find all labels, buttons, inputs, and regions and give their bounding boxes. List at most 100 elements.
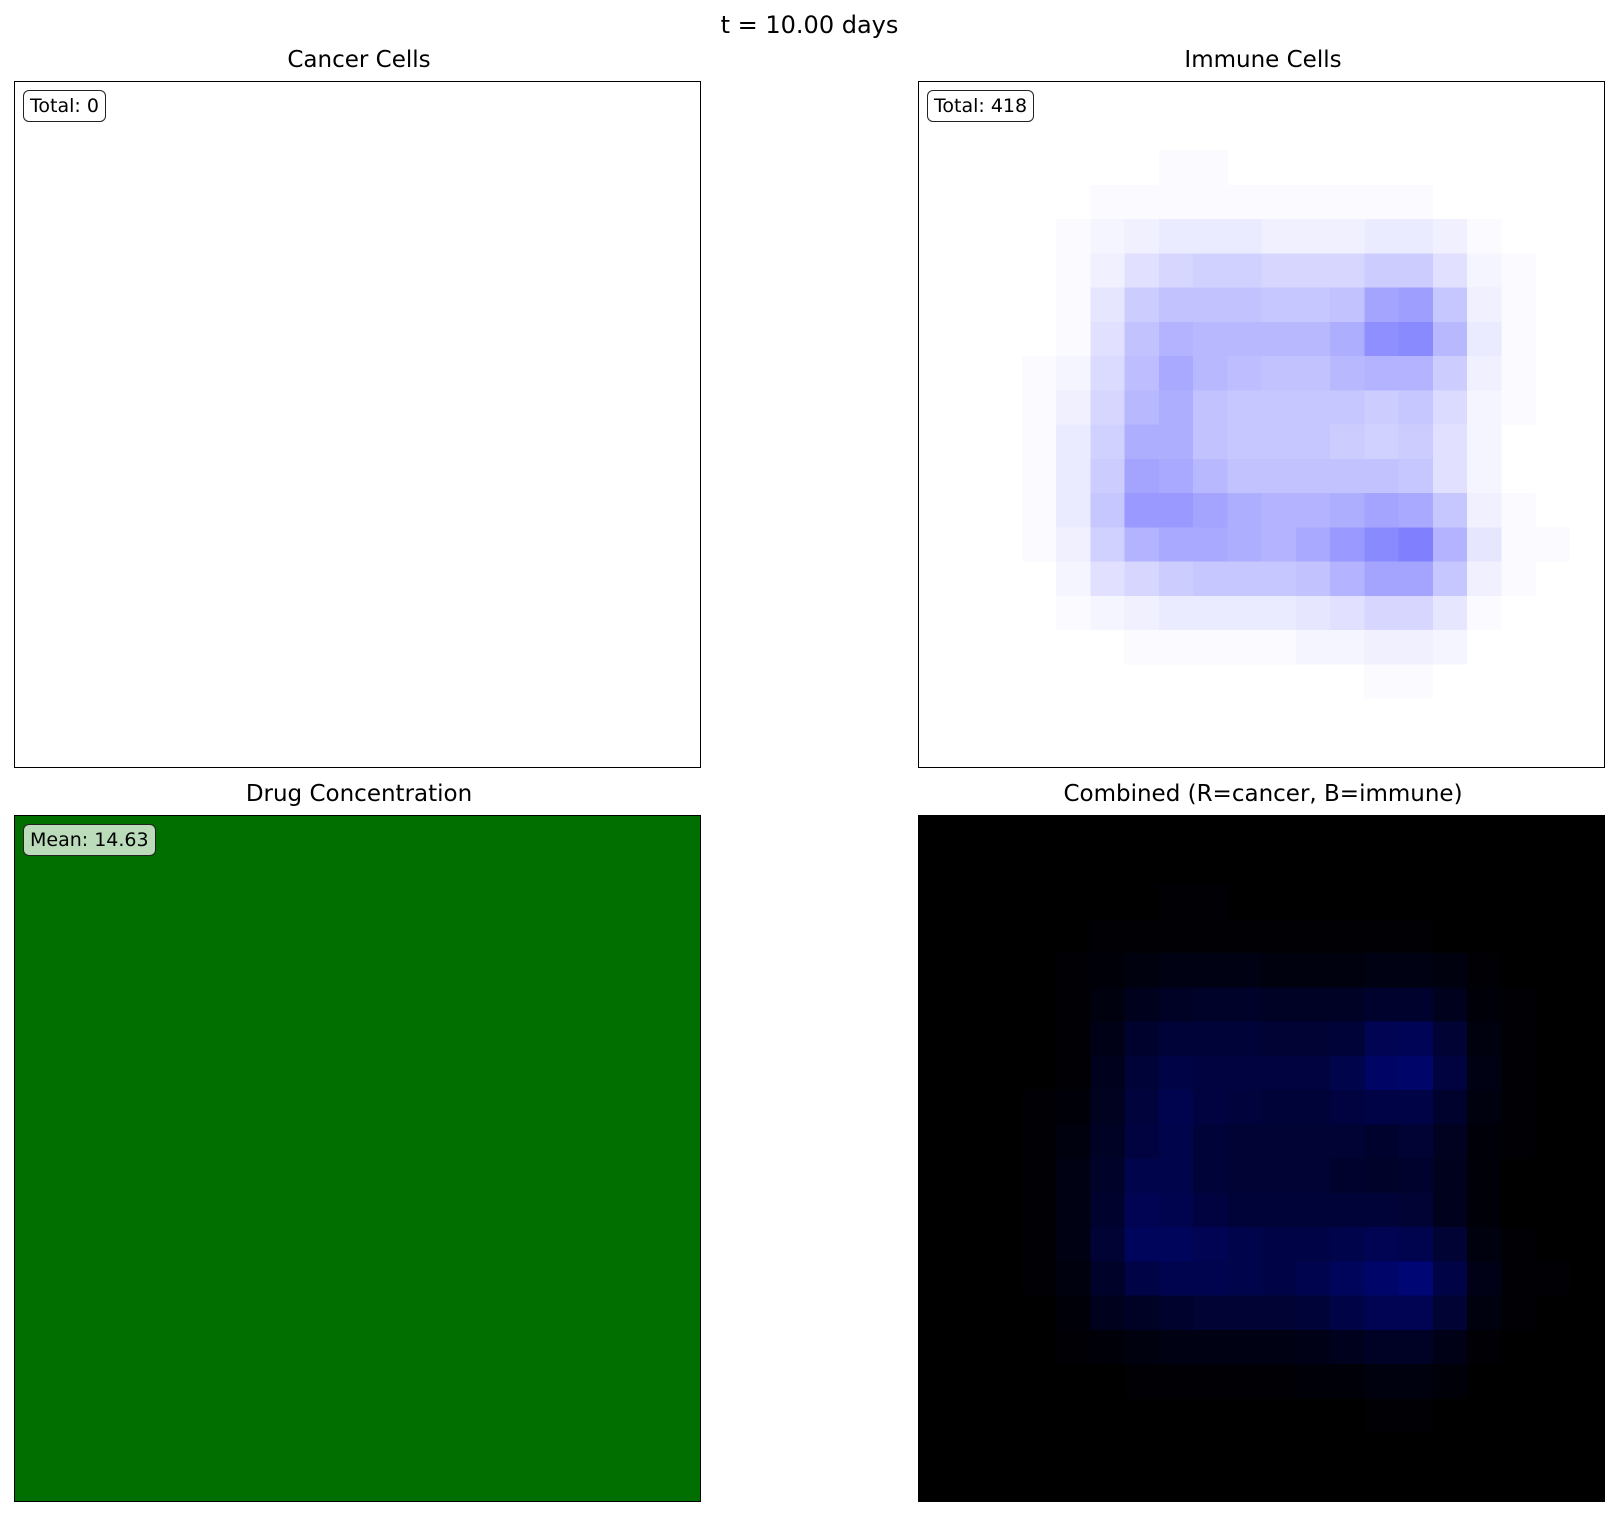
immune-cell [1227,253,1263,289]
cancer-cell [220,116,256,152]
cancer-cell [528,458,564,494]
cancer-cell [49,321,85,357]
drug-cell [49,850,85,886]
immune-cell [1569,116,1604,152]
cancer-cell [665,253,700,289]
cancer-cell [631,561,667,597]
immune-cell [1158,116,1194,152]
immune-cell [1261,664,1297,700]
combined-cell [1569,1364,1604,1399]
combined-cell [987,1432,1023,1468]
drug-cell [460,1124,496,1160]
combined-cell [1261,918,1297,954]
cancer-cell [528,287,564,323]
combined-cell [1124,1124,1160,1160]
combined-cell [953,816,989,851]
drug-cell [186,1192,222,1228]
combined-cell [1295,1432,1331,1468]
drug-cell [563,918,598,954]
drug-cell [254,1329,290,1365]
combined-cell [1501,987,1537,1023]
drug-cell [426,1227,461,1262]
immune-cell [953,253,989,289]
cancer-cell [289,116,324,152]
drug-cell [563,850,598,886]
drug-cell [49,1466,85,1501]
immune-cell [1569,184,1604,220]
drug-cell [117,1398,153,1434]
combined-cell [1295,884,1331,920]
immune-cell [1090,82,1126,117]
drug-cell [323,1261,359,1297]
combined-cell [953,918,989,954]
immune-cell [919,253,954,289]
drug-cell [323,918,359,954]
drug-cell [528,1466,564,1501]
combined-cell [1569,1466,1604,1501]
combined-cell [1227,1227,1263,1262]
combined-cell [1432,1124,1468,1160]
combined-cell [1467,1364,1502,1399]
drug-cell [220,1466,256,1501]
immune-cell [1501,527,1537,563]
combined-cell [953,1398,989,1434]
immune-cell [1467,595,1502,631]
immune-cell [1398,424,1434,460]
drug-cell [597,1055,633,1091]
combined-cell [1158,1261,1194,1297]
combined-cell [1364,987,1400,1023]
combined-cell [1432,1021,1468,1057]
cancer-cell [220,184,256,220]
immune-cell [1432,82,1468,117]
immune-cell [1090,150,1126,186]
cancer-cell [460,732,496,767]
cancer-cell [357,630,393,665]
drug-cell [597,1432,633,1468]
combined-cell [1535,1192,1571,1228]
immune-cell [1330,287,1365,323]
immune-cell [1021,458,1057,494]
combined-cell [987,1192,1023,1228]
combined-cell [1124,1329,1160,1365]
combined-cell [1432,1192,1468,1228]
immune-cell [1467,732,1502,767]
immune-cell [1021,424,1057,460]
combined-cell [1535,918,1571,954]
drug-cell [460,1055,496,1091]
drug-cell [220,987,256,1023]
cancer-cell [323,664,359,700]
immune-cell [1330,698,1365,734]
combined-cell [1261,1261,1297,1297]
combined-cell [1261,1055,1297,1091]
drug-cell [460,918,496,954]
combined-cell [1227,1398,1263,1434]
cancer-cell [49,561,85,597]
immune-cell [1501,356,1537,391]
drug-cell [426,1261,461,1297]
immune-cell [1467,116,1502,152]
cancer-cell [220,493,256,528]
combined-cell [1535,1295,1571,1331]
drug-cell [460,1192,496,1228]
combined-cell [919,1124,954,1160]
cancer-cell [357,424,393,460]
combined-cell [1432,1466,1468,1501]
combined-cell [1535,850,1571,886]
immune-cell [987,321,1023,357]
drug-cell [15,1295,50,1331]
immune-cell [1432,184,1468,220]
combined-cell [1364,1227,1400,1262]
cancer-cell [323,458,359,494]
cancer-cell [289,390,324,426]
immune-cell [1158,390,1194,426]
drug-cell [220,1158,256,1194]
cancer-cell [597,82,633,117]
immune-cell [1398,630,1434,665]
immune-cell [1295,595,1331,631]
combined-cell [1467,1055,1502,1091]
cancer-cell [357,732,393,767]
cancer-cell [254,150,290,186]
drug-cell [494,1261,530,1297]
cancer-cell [254,82,290,117]
immune-total-badge: Total: 418 [927,90,1035,122]
